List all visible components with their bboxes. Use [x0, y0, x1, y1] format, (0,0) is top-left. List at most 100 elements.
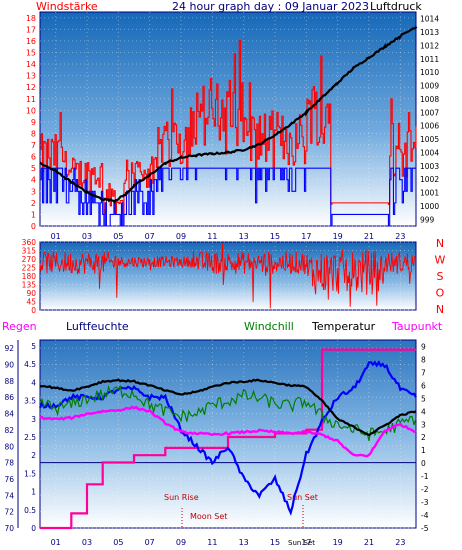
- pressure-tick-label: 1010: [420, 68, 439, 77]
- pressure-tick-label: 1002: [420, 175, 439, 184]
- wind-tick-label: 8: [31, 129, 36, 138]
- pressure-tick-label: 1000: [420, 202, 439, 211]
- temperature-line: [39, 378, 417, 437]
- pressure-tick-label: 1014: [420, 15, 439, 24]
- temp-tick-label: -2: [421, 485, 429, 494]
- temp-tick-label: -3: [421, 498, 429, 507]
- sun-rise-label: Sun Rise: [164, 493, 199, 502]
- temp-tick-label: 1: [421, 446, 426, 455]
- humidity-tick-label: 76: [4, 475, 14, 484]
- x-tick-label: 01: [51, 538, 61, 547]
- x-tick-label: 03: [82, 538, 92, 547]
- humidity-axis-title: Luftfeuchte: [66, 320, 129, 333]
- temp-panel-axes: 70727476788082848688909200.511.522.533.5…: [4, 340, 429, 547]
- x-tick-label: 21: [364, 538, 374, 547]
- pressure-tick-label: 1003: [420, 162, 439, 171]
- x-tick-label: 07: [145, 232, 155, 241]
- x-tick-label: 09: [176, 538, 186, 547]
- rain-tick-label: 1.5: [24, 469, 36, 478]
- wind-tick-label: 13: [26, 72, 36, 81]
- wind-panel-axes: 0123456789101112131415161718999100010011…: [26, 14, 440, 241]
- rain-axis-title: Regen: [2, 320, 37, 333]
- wind-mean-line: [40, 167, 416, 227]
- temp-tick-label: 3: [421, 420, 426, 429]
- x-tick-label: 15: [270, 232, 280, 241]
- direction-tick-label: 315: [22, 247, 37, 256]
- rain-tick-label: 0.5: [24, 506, 36, 515]
- rain-tick-label: 3.5: [24, 397, 36, 406]
- pressure-line: [39, 26, 418, 205]
- humidity-tick-label: 84: [4, 410, 14, 419]
- x-tick-label: 11: [207, 232, 217, 241]
- x-tick-label: 05: [113, 232, 123, 241]
- x-tick-label: 09: [176, 232, 186, 241]
- wind-tick-label: 17: [26, 25, 36, 34]
- temp-tick-label: 4: [421, 407, 426, 416]
- direction-tick-label: 0: [31, 306, 36, 315]
- wind-axis-title: Windstärke: [36, 0, 98, 13]
- pressure-tick-label: 1012: [420, 41, 439, 50]
- temp-tick-label: -1: [421, 472, 429, 481]
- direction-tick-label: 45: [26, 298, 36, 307]
- wind-tick-label: 14: [26, 60, 36, 69]
- compass-label: N: [436, 237, 444, 250]
- x-tick-label: 13: [239, 538, 249, 547]
- wind-direction-line: [39, 242, 416, 309]
- dewpoint-title: Taupunkt: [391, 320, 443, 333]
- temp-tick-label: 9: [421, 342, 426, 351]
- humidity-tick-label: 70: [4, 524, 14, 533]
- humidity-tick-label: 82: [4, 426, 14, 435]
- direction-tick-label: 360: [22, 238, 37, 247]
- pressure-axis-title: Luftdruck: [370, 0, 422, 13]
- wind-tick-label: 16: [26, 37, 36, 46]
- temp-tick-label: 5: [421, 394, 426, 403]
- rain-tick-label: 3: [31, 415, 36, 424]
- wind-panel-bg: [39, 11, 417, 227]
- wind-tick-label: 3: [31, 187, 36, 196]
- direction-tick-label: 135: [22, 281, 37, 290]
- pressure-tick-label: 1006: [420, 122, 439, 131]
- wind-tick-label: 11: [26, 95, 36, 104]
- humidity-tick-label: 88: [4, 377, 14, 386]
- temp-tick-label: -5: [421, 524, 429, 533]
- humidity-tick-label: 78: [4, 459, 14, 468]
- rain-tick-label: 4.5: [24, 360, 36, 369]
- x-tick-label: 21: [364, 232, 374, 241]
- pressure-tick-label: 1011: [420, 55, 439, 64]
- x-tick-label: 17: [301, 538, 311, 547]
- wind-tick-label: 4: [31, 176, 36, 185]
- humidity-tick-label: 86: [4, 393, 14, 402]
- dewpoint-line: [39, 405, 417, 458]
- wind-tick-label: 5: [31, 164, 36, 173]
- x-tick-label: 19: [333, 232, 343, 241]
- wind-tick-label: 2: [31, 199, 36, 208]
- x-tick-label: 01: [51, 232, 61, 241]
- pressure-tick-label: 1005: [420, 135, 439, 144]
- pressure-tick-label: 1007: [420, 108, 439, 117]
- wind-tick-label: 0: [31, 222, 36, 231]
- humidity-tick-label: 74: [4, 491, 14, 500]
- wind-tick-label: 6: [31, 153, 36, 162]
- x-tick-label: 11: [207, 538, 217, 547]
- rain-tick-label: 2: [31, 451, 36, 460]
- temp-tick-label: 8: [421, 355, 426, 364]
- compass-label: N: [436, 303, 444, 316]
- direction-tick-label: 270: [22, 255, 37, 264]
- temperature-title: Temperatur: [311, 320, 376, 333]
- x-tick-label: 23: [395, 538, 405, 547]
- wind-speed-series: [40, 39, 417, 227]
- compass-label: O: [436, 287, 445, 300]
- humidity-tick-label: 72: [4, 508, 14, 517]
- windchill-line: [39, 384, 417, 442]
- compass-label: S: [437, 270, 444, 283]
- pressure-tick-label: 1009: [420, 82, 439, 91]
- pressure-tick-label: 1001: [420, 189, 439, 198]
- wind-tick-label: 7: [31, 141, 36, 150]
- x-tick-label: 13: [239, 232, 249, 241]
- windchill-title: Windchill: [244, 320, 294, 333]
- wind-panel-grid: [40, 12, 416, 227]
- wind-tick-label: 9: [31, 118, 36, 127]
- x-tick-label: 15: [270, 538, 280, 547]
- rain-tick-label: 4: [31, 378, 36, 387]
